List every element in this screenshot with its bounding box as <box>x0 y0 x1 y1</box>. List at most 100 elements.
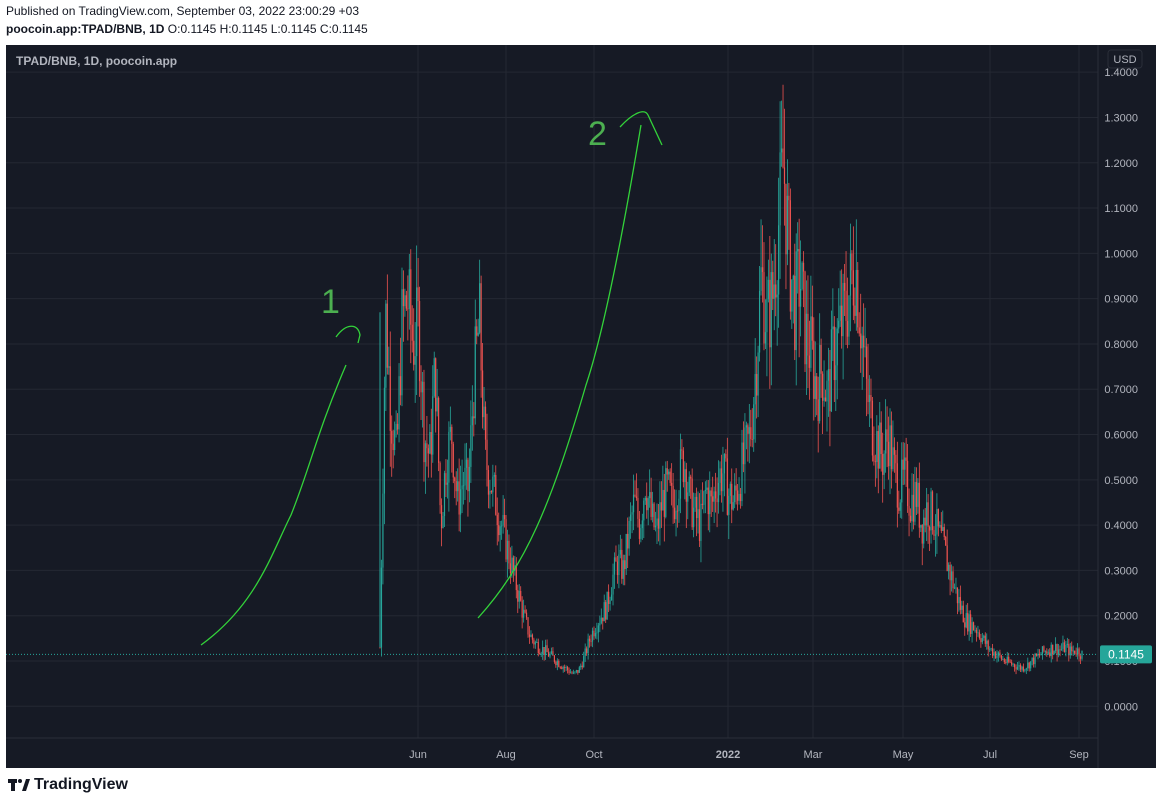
candle <box>860 293 862 373</box>
candle <box>1060 643 1063 651</box>
candle <box>1031 657 1033 666</box>
candle <box>694 493 696 512</box>
candle <box>596 622 598 640</box>
candle <box>678 490 680 523</box>
candle <box>789 188 791 320</box>
candle <box>1057 643 1060 658</box>
candle <box>693 492 695 538</box>
candle <box>613 552 616 589</box>
candle <box>1059 645 1061 657</box>
y-tick-label: 0.4000 <box>1104 520 1138 532</box>
candle <box>848 295 850 346</box>
candle <box>549 651 551 659</box>
candle <box>584 643 586 662</box>
candle <box>921 524 923 566</box>
candle <box>971 617 973 643</box>
candle <box>591 627 594 648</box>
candle <box>901 442 903 519</box>
candle <box>977 625 979 637</box>
candle <box>676 505 679 528</box>
candle <box>651 491 654 523</box>
price-axis[interactable]: 0.00000.10000.20000.30000.40000.50000.60… <box>1104 67 1138 713</box>
candle <box>770 253 772 386</box>
candle <box>904 442 906 485</box>
candle <box>461 459 463 514</box>
x-tick-label: Sep <box>1069 749 1089 761</box>
candle <box>999 649 1001 658</box>
candle <box>697 491 699 534</box>
candle <box>383 376 385 525</box>
candle <box>483 387 485 431</box>
candle <box>389 331 391 467</box>
candle <box>449 406 451 441</box>
candle <box>713 486 715 524</box>
candle <box>433 351 435 398</box>
candle <box>735 468 737 505</box>
candle <box>605 599 607 623</box>
candle <box>1015 664 1017 675</box>
candle <box>421 372 424 428</box>
x-tick-label: Jul <box>983 749 997 761</box>
candlestick-chart[interactable]: TPAD/BNB, 1D, poocoin.app 0.00000.10000.… <box>6 45 1156 768</box>
candle <box>902 442 904 485</box>
candle <box>843 264 846 317</box>
candle <box>580 663 582 670</box>
candle <box>641 513 643 540</box>
candle <box>1035 653 1038 657</box>
candle <box>836 318 838 400</box>
candle <box>775 244 777 317</box>
candle <box>498 512 500 542</box>
candle <box>968 610 970 641</box>
candle <box>1055 637 1057 654</box>
candle <box>1005 659 1007 665</box>
candle <box>996 650 998 663</box>
candle <box>597 622 599 643</box>
candle <box>795 233 797 386</box>
chart-area[interactable]: TPAD/BNB, 1D, poocoin.app 0.00000.10000.… <box>6 45 1156 768</box>
candle <box>602 617 604 630</box>
candle <box>474 299 476 425</box>
candle <box>1071 641 1073 656</box>
candle <box>684 461 686 500</box>
arrow-1-curve <box>200 364 347 646</box>
candle <box>698 493 701 548</box>
candle <box>666 460 668 492</box>
candle <box>974 625 976 633</box>
candle <box>987 639 989 657</box>
candle <box>682 447 684 488</box>
candle <box>1075 647 1077 657</box>
candle <box>751 408 753 448</box>
candle <box>931 490 934 535</box>
y-tick-label: 1.4000 <box>1104 67 1138 79</box>
candle <box>521 596 523 629</box>
candle <box>401 267 403 407</box>
y-tick-label: 0.8000 <box>1104 339 1138 351</box>
candle <box>427 444 429 478</box>
candle <box>994 651 997 659</box>
candle <box>1056 643 1058 662</box>
tradingview-logo[interactable]: TradingView <box>8 776 128 794</box>
candle <box>503 498 506 528</box>
x-tick-label: Mar <box>804 749 823 761</box>
time-axis[interactable]: Jun Aug Oct 2022 Mar May Jul Sep <box>409 749 1089 761</box>
candle <box>443 470 446 528</box>
candle <box>394 421 396 456</box>
candle <box>883 450 885 490</box>
candle <box>720 454 723 503</box>
candle <box>588 635 591 648</box>
candle <box>553 654 556 664</box>
candle <box>800 240 802 337</box>
candle <box>531 633 534 644</box>
candle <box>679 433 682 514</box>
candle <box>1013 663 1016 672</box>
candle <box>685 462 687 529</box>
candle <box>646 482 648 519</box>
currency-badge[interactable] <box>1107 49 1143 69</box>
published-timestamp: Published on TradingView.com, September … <box>6 4 360 18</box>
candle <box>865 338 868 417</box>
candle <box>736 484 739 511</box>
candle <box>501 520 503 540</box>
candle <box>990 647 992 652</box>
candle <box>399 337 402 406</box>
chart-legend-title: TPAD/BNB, 1D, poocoin.app <box>16 54 177 68</box>
